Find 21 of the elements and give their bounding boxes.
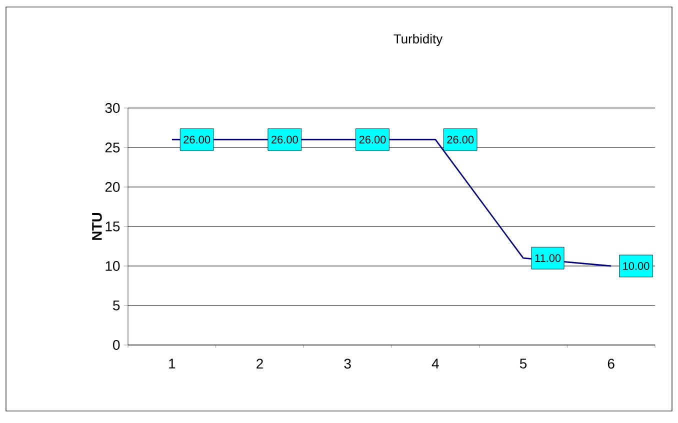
data-label: 26.00 <box>359 136 386 144</box>
data-label: 26.00 <box>184 136 210 144</box>
x-tick-label: 6 <box>608 358 614 369</box>
data-label: 11.00 <box>535 254 561 262</box>
x-tick-label: 4 <box>432 358 439 368</box>
x-tick-label: 3 <box>344 358 351 369</box>
x-tick-label: 2 <box>256 358 263 369</box>
chart-title: Turbidity <box>394 34 443 46</box>
y-tick-label: 15 <box>106 222 120 232</box>
y-tick-label: 30 <box>105 103 120 113</box>
y-tick-label: 10 <box>106 261 120 271</box>
x-tick-label: 1 <box>169 358 176 368</box>
y-axis-title: NTU <box>92 213 102 240</box>
x-tick-label: 5 <box>520 358 527 369</box>
data-label: 26.00 <box>447 136 474 144</box>
data-label: 10.00 <box>623 262 650 270</box>
y-tick-label: 0 <box>113 340 120 350</box>
y-tick-label: 20 <box>105 182 120 192</box>
y-tick-label: 25 <box>105 142 120 152</box>
y-tick-label: 5 <box>113 300 120 310</box>
data-label: 26.00 <box>271 136 298 144</box>
